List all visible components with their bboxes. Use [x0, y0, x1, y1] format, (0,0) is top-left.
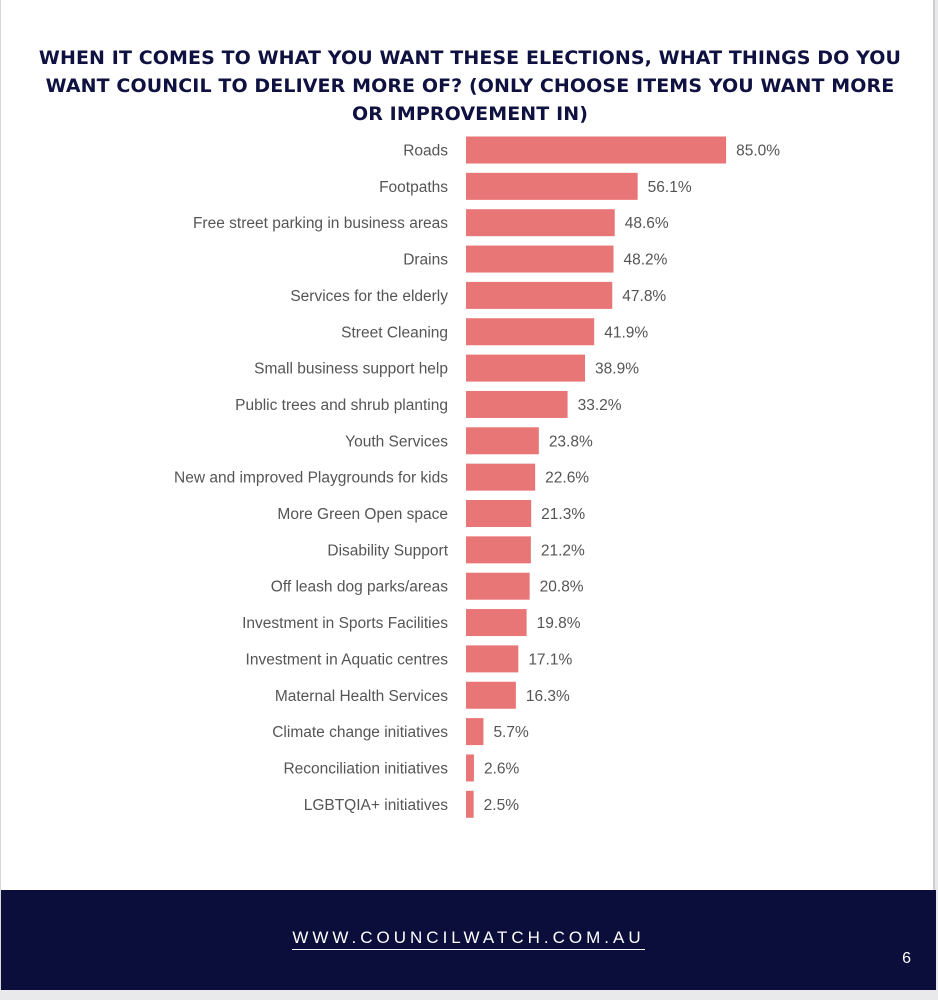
category-label: Free street parking in business areas — [193, 215, 448, 232]
website-link[interactable]: WWW.COUNCILWATCH.COM.AU — [1, 928, 936, 950]
category-label: Reconciliation initiatives — [283, 760, 448, 777]
bar — [466, 245, 614, 273]
bar — [466, 790, 474, 818]
bar — [466, 427, 539, 455]
bar — [466, 318, 595, 346]
category-label: More Green Open space — [277, 506, 448, 523]
bar — [466, 172, 638, 200]
website-link-text: WWW.COUNCILWATCH.COM.AU — [292, 928, 645, 950]
category-label: Services for the elderly — [290, 288, 448, 305]
category-label: Drains — [403, 252, 448, 269]
value-label: 48.6% — [625, 215, 669, 232]
value-label: 20.8% — [540, 579, 584, 596]
value-label: 56.1% — [648, 179, 692, 196]
value-label: 16.3% — [526, 688, 570, 705]
value-label: 2.5% — [484, 797, 520, 814]
value-label: 23.8% — [549, 433, 593, 450]
category-label: Investment in Aquatic centres — [246, 651, 449, 668]
category-label: Off leash dog parks/areas — [271, 579, 448, 596]
value-label: 5.7% — [493, 724, 529, 741]
value-label: 21.3% — [541, 506, 585, 523]
bar — [466, 136, 727, 164]
value-label: 85.0% — [736, 143, 780, 160]
category-label: Maternal Health Services — [275, 688, 448, 705]
value-label: 48.2% — [623, 252, 667, 269]
bar — [466, 390, 568, 418]
value-label: 22.6% — [545, 470, 589, 487]
value-label: 33.2% — [578, 397, 622, 414]
bar — [466, 681, 516, 709]
value-label: 21.2% — [541, 542, 585, 559]
bar — [466, 209, 615, 237]
category-label: LGBTQIA+ initiatives — [304, 797, 449, 814]
category-label: Disability Support — [327, 542, 448, 559]
category-label: Street Cleaning — [341, 324, 448, 341]
bar — [466, 536, 531, 564]
bar — [466, 609, 527, 637]
bar — [466, 354, 586, 382]
category-label: Roads — [403, 143, 448, 160]
bar — [466, 718, 484, 746]
category-label: Footpaths — [379, 179, 448, 196]
value-label: 41.9% — [604, 324, 648, 341]
value-label: 38.9% — [595, 361, 639, 378]
bar — [466, 463, 536, 491]
value-label: 19.8% — [537, 615, 581, 632]
chart-title: WHEN IT COMES TO WHAT YOU WANT THESE ELE… — [38, 47, 902, 125]
value-label: 17.1% — [528, 651, 572, 668]
bar — [466, 645, 519, 673]
bar — [466, 500, 532, 527]
category-label: New and improved Playgrounds for kids — [174, 470, 448, 487]
category-label: Youth Services — [345, 433, 448, 450]
footer-banner: WWW.COUNCILWATCH.COM.AU 6 — [1, 890, 936, 990]
category-label: Climate change initiatives — [272, 724, 448, 741]
value-label: 47.8% — [622, 288, 666, 305]
bar — [466, 572, 530, 600]
bar-chart: Roads 85.0% Footpaths 56.1% Free street park… — [174, 136, 780, 818]
category-label: Investment in Sports Facilities — [242, 615, 448, 632]
category-label: Public trees and shrub planting — [235, 397, 448, 414]
page-number: 6 — [902, 950, 911, 967]
bar — [466, 754, 474, 782]
category-label: Small business support help — [254, 361, 448, 378]
bar — [466, 281, 613, 309]
value-label: 2.6% — [484, 760, 520, 777]
